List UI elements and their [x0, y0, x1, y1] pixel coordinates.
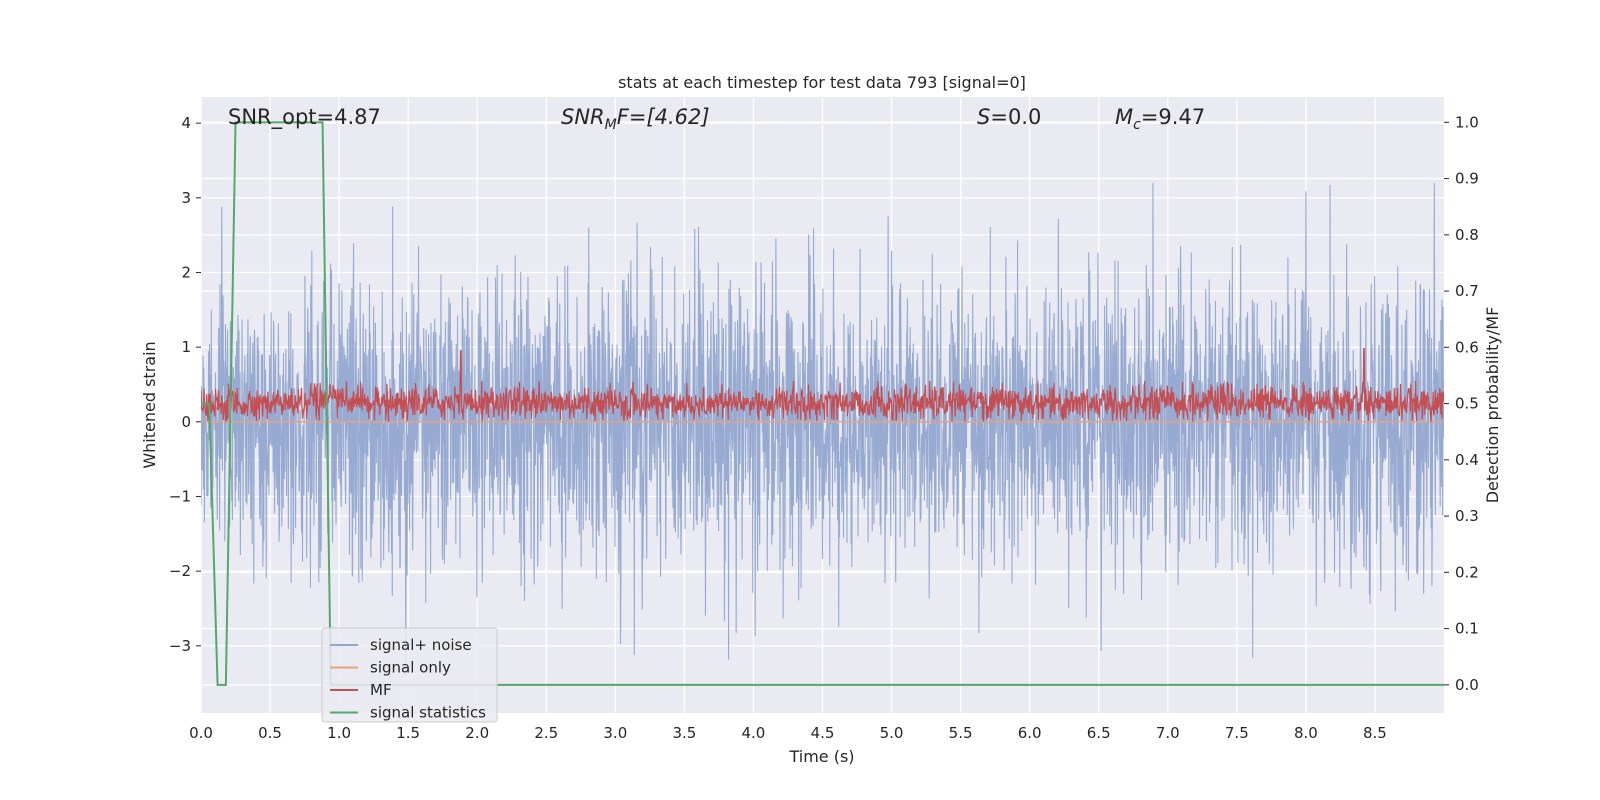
annotation-mc-rest: =9.47 [1141, 105, 1205, 129]
x-tick-labels: 0.0 0.5 1.0 1.5 2.0 2.5 3.0 3.5 4.0 4.5 5.0 5.5 6.0 6… [189, 724, 1387, 742]
legend-entry: signal+ noise [370, 636, 472, 654]
annotation-snr-mf-main: SNR [561, 105, 605, 129]
left-y-tick-label: 4 [181, 114, 191, 132]
right-y-tick-label: 0.7 [1455, 282, 1479, 300]
x-tick-label: 4.0 [742, 724, 766, 742]
left-y-tick-label: −3 [169, 637, 191, 655]
x-axis-label: Time (s) [788, 747, 854, 766]
series-mf [201, 348, 1444, 422]
left-y-tick-labels: 4 3 2 1 0 −1 −2 −3 [169, 114, 201, 655]
left-y-tick-label: 3 [181, 189, 191, 207]
x-tick-label: 4.5 [811, 724, 835, 742]
x-tick-label: 7.5 [1225, 724, 1249, 742]
right-y-tick-labels: 1.0 0.9 0.8 0.7 0.6 0.5 0.4 0.3 0.2 0.1 0.0 [1444, 113, 1479, 694]
right-y-tick-label: 0.5 [1455, 395, 1479, 413]
x-tick-label: 0.5 [258, 724, 282, 742]
x-tick-label: 3.5 [672, 724, 696, 742]
annotation-snr-mf-sub: M [605, 117, 617, 133]
annotation-mc-sub: c [1133, 117, 1141, 133]
right-y-tick-label: 0.6 [1455, 338, 1479, 356]
x-tick-label: 1.5 [396, 724, 420, 742]
right-y-tick-label: 0.8 [1455, 226, 1479, 244]
x-tick-label: 5.5 [949, 724, 973, 742]
annotation-s: S=0.0 [977, 105, 1041, 129]
right-y-tick-label: 0.2 [1455, 563, 1479, 581]
left-y-tick-label: 2 [181, 263, 191, 281]
left-y-tick-label: −2 [169, 562, 191, 580]
right-y-tick-label: 1.0 [1455, 113, 1479, 131]
legend-entry: signal only [370, 659, 451, 677]
annotation-mc-main: M [1115, 105, 1133, 129]
left-y-axis-label: Whitened strain [140, 341, 159, 468]
chart-title: stats at each timestep for test data 793… [618, 73, 1026, 92]
annotation-snr-opt: SNR_opt=4.87 [228, 105, 381, 130]
right-y-axis-label: Detection probability/MF [1483, 307, 1502, 504]
x-tick-label: 3.0 [603, 724, 627, 742]
annotation-snr-mf-rest: F=[4.62] [617, 105, 710, 129]
annotation-s-main: S [977, 105, 990, 129]
left-y-tick-label: −1 [169, 487, 191, 505]
x-tick-label: 2.0 [465, 724, 489, 742]
right-y-tick-label: 0.3 [1455, 507, 1479, 525]
x-tick-label: 8.5 [1363, 724, 1387, 742]
legend-box [321, 627, 498, 723]
x-tick-label: 2.5 [534, 724, 558, 742]
x-tick-label: 6.5 [1087, 724, 1111, 742]
right-y-tick-label: 0.4 [1455, 451, 1479, 469]
legend-entry: signal statistics [370, 704, 486, 722]
x-tick-label: 6.0 [1018, 724, 1042, 742]
left-y-tick-label: 1 [181, 338, 191, 356]
left-y-tick-label: 0 [181, 413, 191, 431]
right-y-tick-label: 0.1 [1455, 620, 1479, 638]
x-tick-label: 1.0 [327, 724, 351, 742]
right-y-tick-label: 0.0 [1455, 676, 1479, 694]
x-tick-label: 0.0 [189, 724, 213, 742]
legend: signal+ noise signal only MF signal statist… [321, 627, 498, 723]
x-tick-label: 5.0 [880, 724, 904, 742]
series-signal-noise [201, 182, 1444, 676]
annotation-s-rest: =0.0 [990, 105, 1041, 129]
series-signal-statistics [201, 121, 1444, 686]
x-tick-label: 7.0 [1156, 724, 1180, 742]
legend-entry: MF [370, 681, 392, 699]
annotation-snr-mf: SNRMF=[4.62] [561, 105, 710, 133]
annotation-mc: Mc=9.47 [1115, 105, 1205, 133]
right-y-tick-label: 0.9 [1455, 170, 1479, 188]
x-tick-label: 8.0 [1294, 724, 1318, 742]
